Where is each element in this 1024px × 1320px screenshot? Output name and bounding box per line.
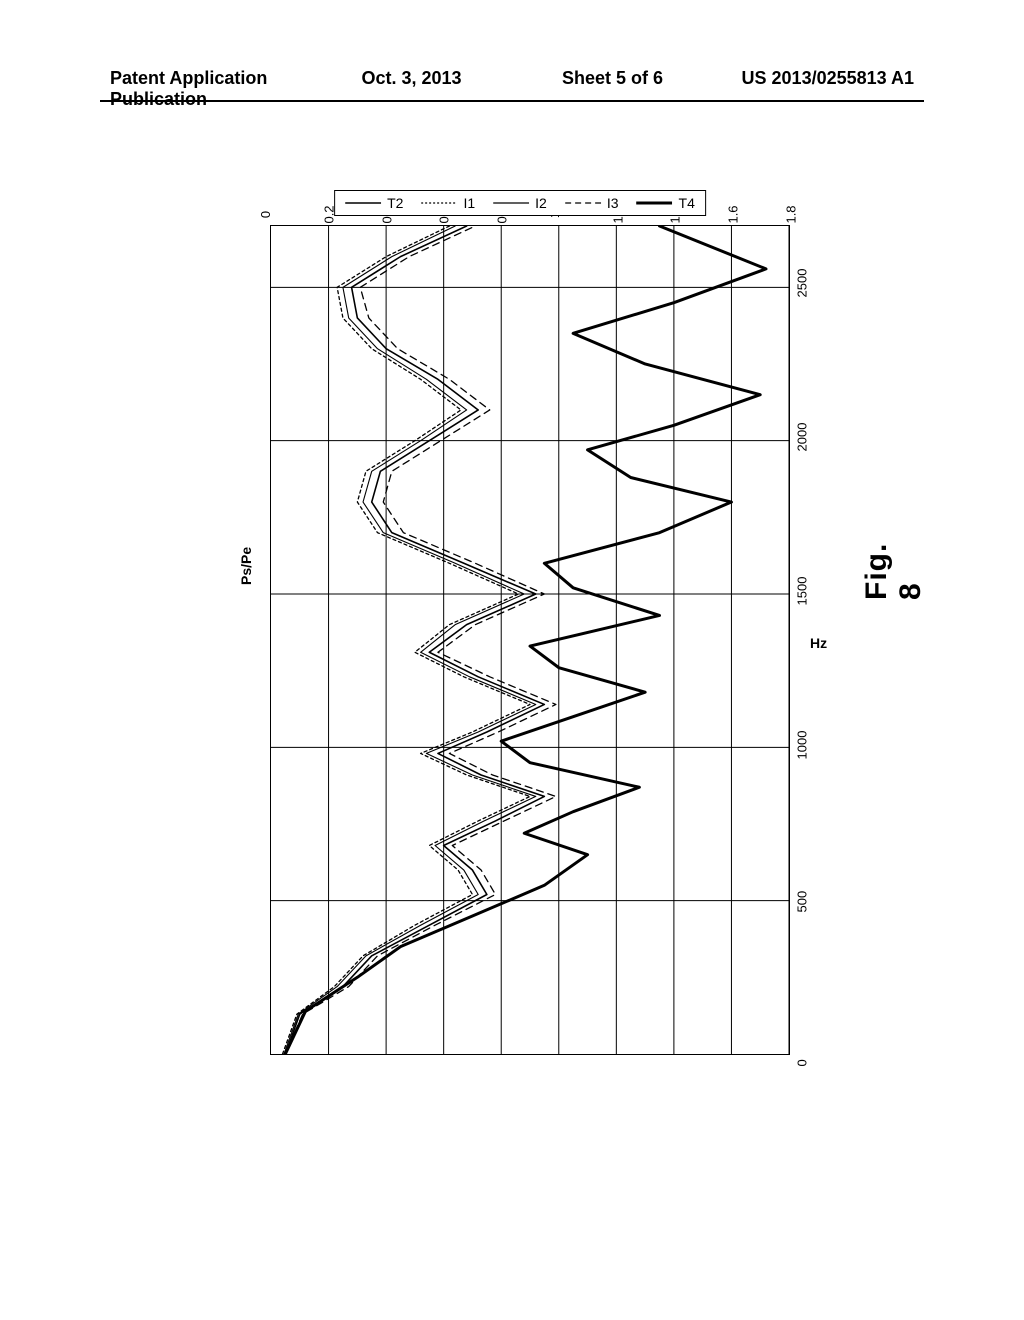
x-tick-label: 2000: [795, 423, 810, 452]
legend-box: T2 I1 I2 I3 T4: [334, 190, 706, 216]
x-tick-label: 2500: [795, 269, 810, 298]
legend-label: I1: [463, 195, 475, 211]
legend-item: I2: [493, 195, 547, 211]
y-tick-label: 0: [258, 211, 273, 218]
x-tick-label: 1000: [795, 730, 810, 759]
plot-svg: [271, 226, 789, 1054]
legend-label: I3: [607, 195, 619, 211]
legend-label: T4: [679, 195, 695, 211]
y-axis-label: Ps/Pe: [238, 547, 254, 585]
legend-label: T2: [387, 195, 403, 211]
chart-frame: T2I1I2I3T4 Hz Ps/Pe Fig. 8 00.20.40.60.8…: [120, 180, 920, 1100]
header-rule: [100, 100, 924, 102]
legend-item: I3: [565, 195, 619, 211]
legend-item: T2: [345, 195, 403, 211]
plot-area: [270, 225, 790, 1055]
x-tick-label: 1500: [795, 576, 810, 605]
page-header: Patent Application Publication Oct. 3, 2…: [0, 68, 1024, 110]
publication-number: US 2013/0255813 A1: [713, 68, 914, 110]
y-tick-label: 1.8: [784, 205, 799, 223]
legend-item: I1: [421, 195, 475, 211]
x-tick-label: 0: [795, 1059, 810, 1066]
legend-item: T4: [637, 195, 695, 211]
sheet-number: Sheet 5 of 6: [512, 68, 713, 110]
legend-label: I2: [535, 195, 547, 211]
figure-label: Fig. 8: [860, 540, 928, 600]
publication-date: Oct. 3, 2013: [311, 68, 512, 110]
x-axis-label: Hz: [810, 635, 827, 651]
publication-label: Patent Application Publication: [110, 68, 311, 110]
y-tick-label: 1.6: [726, 205, 741, 223]
x-tick-label: 500: [795, 891, 810, 913]
